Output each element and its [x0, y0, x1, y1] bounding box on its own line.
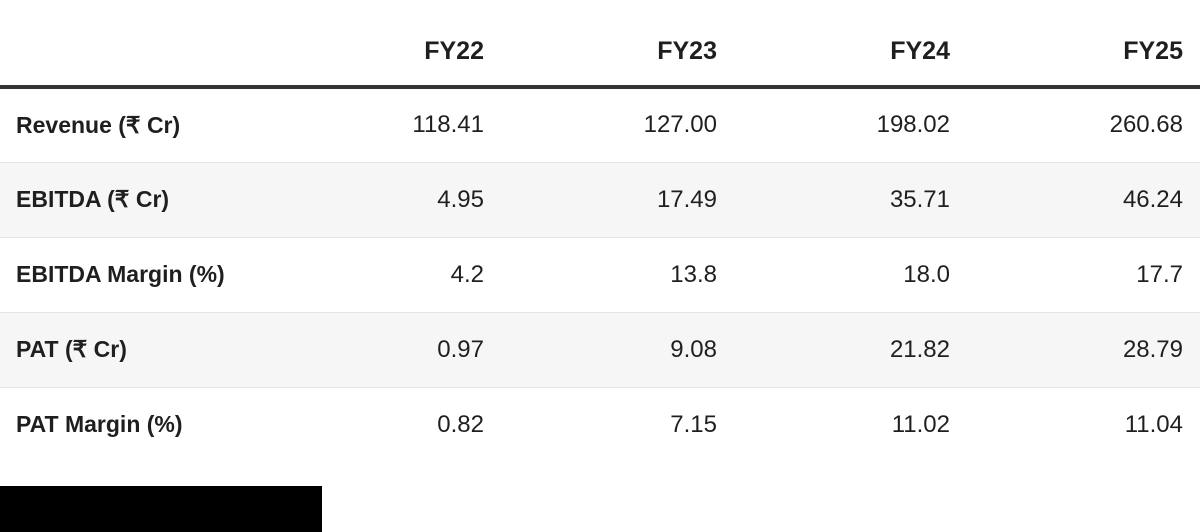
row-label: Revenue (₹ Cr) — [16, 111, 181, 138]
cell-value: 0.97 — [437, 335, 484, 363]
year-column-header: FY24 — [734, 0, 967, 89]
cell-value: 18.0 — [903, 260, 950, 288]
cell-value: 11.02 — [891, 410, 950, 438]
cell-value: 118.41 — [412, 111, 484, 139]
cell-value: 21.82 — [889, 335, 950, 363]
table-row: PAT (₹ Cr) 0.97 9.08 21.82 28.79 — [0, 312, 1200, 387]
cell-value: 17.7 — [1136, 260, 1183, 288]
row-label: PAT Margin (%) — [16, 411, 183, 438]
cell-value: 4.95 — [437, 185, 484, 213]
cell-value: 0.82 — [437, 410, 484, 438]
header-row: FY22 FY23 FY24 FY25 — [0, 0, 1200, 89]
cell-value: 28.79 — [1122, 335, 1183, 363]
year-column-header: FY23 — [501, 0, 734, 89]
cell-value: 13.8 — [670, 260, 717, 288]
cell-value: 127.00 — [643, 111, 717, 139]
cell-value: 11.04 — [1124, 410, 1183, 438]
row-label: EBITDA Margin (%) — [16, 261, 225, 287]
metric-column-header — [0, 0, 268, 89]
cell-value: 198.02 — [876, 111, 950, 139]
table-header: FY22 FY23 FY24 FY25 — [0, 0, 1200, 89]
table-row: Revenue (₹ Cr) 118.41 127.00 198.02 260.68 — [0, 87, 1200, 162]
cell-value: 9.08 — [670, 335, 717, 363]
cell-value: 4.2 — [450, 260, 484, 288]
table-body: Revenue (₹ Cr) 118.41 127.00 198.02 260.68 EB… — [0, 87, 1200, 462]
cell-value: 35.71 — [889, 185, 950, 213]
table-row: EBITDA Margin (%) 4.2 13.8 18.0 17.7 — [0, 237, 1200, 312]
financials-table: FY22 FY23 FY24 FY25 Revenue (₹ Cr) 118.41 127… — [0, 0, 1200, 462]
cell-value: 7.15 — [670, 410, 717, 438]
redacted-block — [0, 486, 322, 532]
table-row: PAT Margin (%) 0.82 7.15 11.02 11.04 — [0, 387, 1200, 462]
cell-value: 46.24 — [1122, 185, 1183, 213]
cell-value: 17.49 — [656, 185, 717, 213]
table-row: EBITDA (₹ Cr) 4.95 17.49 35.71 46.24 — [0, 162, 1200, 237]
row-label: EBITDA (₹ Cr) — [16, 186, 170, 212]
year-column-header: FY25 — [967, 0, 1200, 89]
row-label: PAT (₹ Cr) — [16, 336, 127, 362]
year-column-header: FY22 — [268, 0, 501, 89]
cell-value: 260.68 — [1109, 111, 1183, 139]
